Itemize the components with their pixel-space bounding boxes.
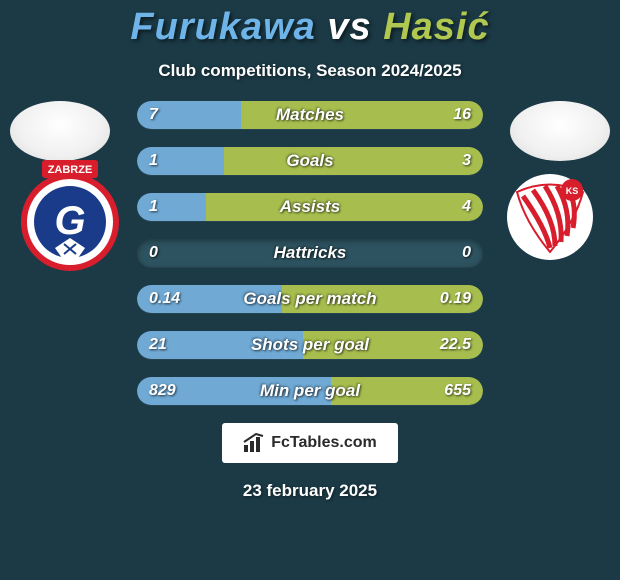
vs-text: vs bbox=[327, 6, 371, 48]
page-title: Furukawa vs Hasić bbox=[0, 6, 620, 49]
stat-row: 2122.5Shots per goal bbox=[137, 331, 483, 359]
club-badge-right-icon: KS bbox=[505, 172, 595, 262]
svg-text:G: G bbox=[54, 199, 85, 243]
player2-avatar bbox=[510, 101, 610, 161]
stat-label: Goals per match bbox=[137, 285, 483, 313]
stat-label: Matches bbox=[137, 101, 483, 129]
stat-row: 14Assists bbox=[137, 193, 483, 221]
player1-avatar bbox=[10, 101, 110, 161]
stat-bars: 716Matches 13Goals 14Assists 00Hattricks 0.1… bbox=[137, 101, 483, 405]
chart-icon bbox=[243, 433, 265, 453]
stat-row: 716Matches bbox=[137, 101, 483, 129]
stat-label: Goals bbox=[137, 147, 483, 175]
club-badge-left-icon: ZABRZE G bbox=[20, 160, 120, 275]
stat-row: 0.140.19Goals per match bbox=[137, 285, 483, 313]
comparison-card: Furukawa vs Hasić Club competitions, Sea… bbox=[0, 0, 620, 580]
footer-date: 23 february 2025 bbox=[0, 481, 620, 501]
player1-club-badge: ZABRZE G bbox=[20, 167, 120, 267]
stat-row: 13Goals bbox=[137, 147, 483, 175]
content-area: ZABRZE G KS 716M bbox=[0, 101, 620, 405]
brand-text: FcTables.com bbox=[271, 434, 377, 452]
subtitle: Club competitions, Season 2024/2025 bbox=[0, 61, 620, 81]
svg-text:KS: KS bbox=[566, 186, 579, 196]
brand-badge[interactable]: FcTables.com bbox=[222, 423, 398, 463]
stat-row: 829655Min per goal bbox=[137, 377, 483, 405]
stat-row: 00Hattricks bbox=[137, 239, 483, 267]
stat-label: Hattricks bbox=[137, 239, 483, 267]
stat-label: Assists bbox=[137, 193, 483, 221]
player2-club-badge: KS bbox=[500, 167, 600, 267]
stat-label: Shots per goal bbox=[137, 331, 483, 359]
player1-name: Furukawa bbox=[130, 6, 315, 48]
stat-label: Min per goal bbox=[137, 377, 483, 405]
player2-name: Hasić bbox=[383, 6, 489, 48]
